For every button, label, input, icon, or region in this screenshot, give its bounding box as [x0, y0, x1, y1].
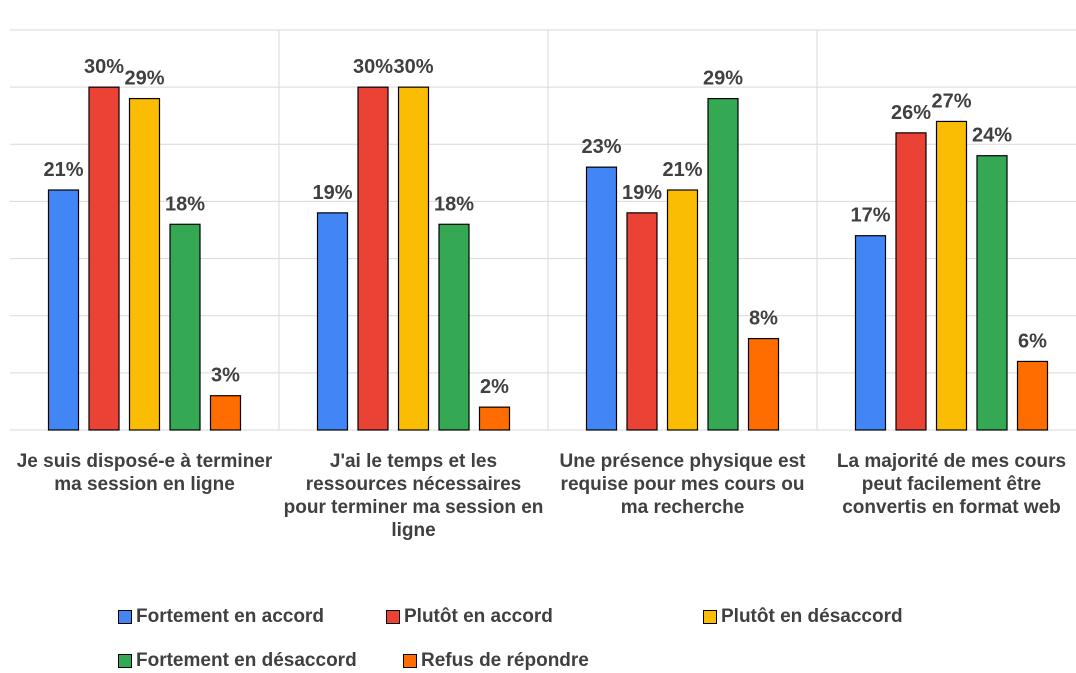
data-label: 30%	[393, 56, 433, 78]
category-label: Je suis disposé-e à terminer ma session …	[16, 451, 273, 495]
legend-label: Fortement en accord	[136, 606, 324, 627]
data-label: 18%	[434, 193, 474, 215]
legend-label: Fortement en désaccord	[136, 650, 357, 671]
legend-item: Plutôt en désaccord	[703, 606, 903, 628]
data-label: 18%	[165, 193, 205, 215]
data-label: 19%	[312, 182, 352, 204]
legend-swatch	[386, 610, 400, 624]
bar	[47, 189, 80, 431]
bar	[438, 223, 470, 431]
legend-label: Refus de répondre	[421, 650, 589, 671]
data-label: 30%	[353, 56, 393, 78]
category-label: J'ai le temps et les ressources nécessai…	[283, 451, 544, 541]
data-label: 3%	[211, 365, 240, 387]
data-label: 29%	[703, 68, 743, 90]
bar	[935, 120, 968, 431]
bar	[747, 337, 780, 431]
bar	[357, 86, 389, 431]
bar	[585, 166, 618, 431]
legend-label: Plutôt en accord	[404, 606, 553, 627]
legend-swatch	[118, 610, 132, 624]
data-label: 21%	[43, 159, 83, 181]
bar	[626, 212, 658, 431]
bar	[88, 86, 120, 431]
bar	[707, 97, 739, 431]
legend-swatch	[403, 654, 417, 668]
legend-swatch	[703, 610, 717, 624]
bar	[666, 189, 699, 431]
data-label: 23%	[581, 136, 621, 158]
data-label: 17%	[850, 205, 890, 227]
data-label: 30%	[84, 56, 124, 78]
bar	[128, 97, 161, 431]
data-label: 21%	[662, 159, 702, 181]
bar	[169, 223, 201, 431]
legend-item: Refus de répondre	[403, 650, 589, 672]
bar	[209, 395, 242, 431]
data-label: 24%	[972, 125, 1012, 147]
legend-label: Plutôt en désaccord	[721, 606, 903, 627]
data-label: 26%	[891, 102, 931, 124]
bar	[895, 132, 927, 431]
data-label: 6%	[1018, 330, 1047, 352]
data-label: 29%	[124, 68, 164, 90]
data-label: 2%	[480, 376, 509, 398]
bar	[976, 155, 1008, 431]
bar	[316, 212, 349, 431]
legend-item: Fortement en accord	[118, 606, 324, 628]
bar	[1016, 360, 1049, 431]
data-label: 8%	[749, 308, 778, 330]
bar	[854, 235, 887, 431]
bar	[397, 86, 430, 431]
legend-swatch	[118, 654, 132, 668]
bar	[478, 406, 511, 431]
legend-item: Fortement en désaccord	[118, 650, 357, 672]
category-label: La majorité de mes cours peut facilement…	[836, 451, 1067, 518]
category-label: Une présence physique est requise pour m…	[559, 451, 806, 518]
data-label: 19%	[622, 182, 662, 204]
data-label: 27%	[931, 90, 971, 112]
legend-item: Plutôt en accord	[386, 606, 553, 628]
